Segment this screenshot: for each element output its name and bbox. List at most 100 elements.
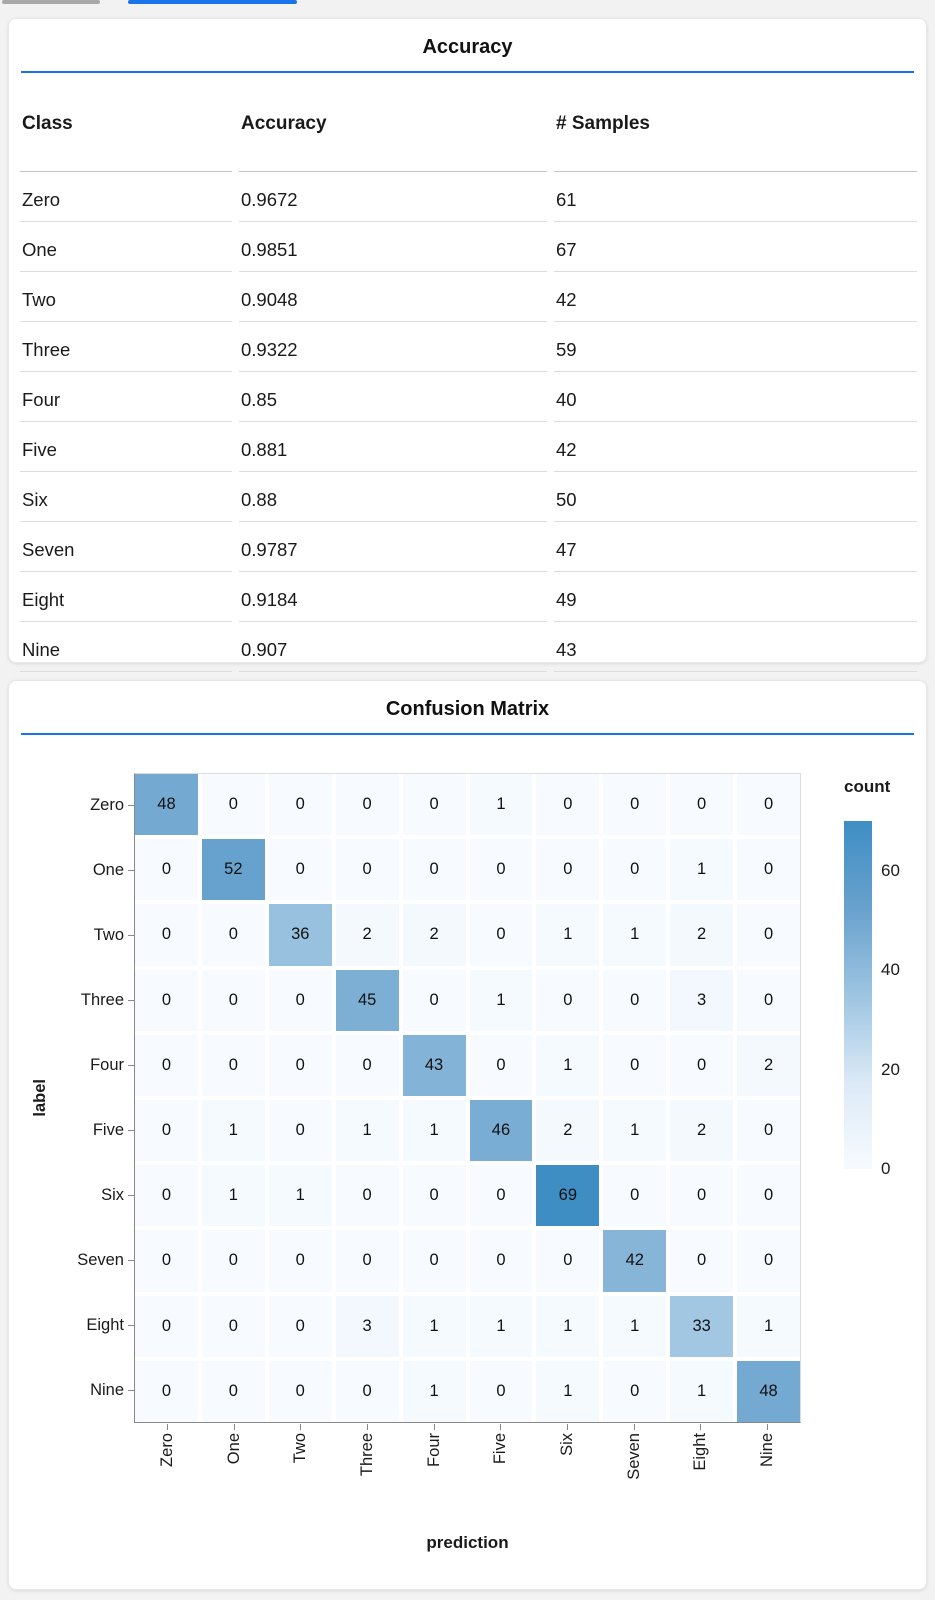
legend-tick-label: 60 (881, 860, 900, 880)
x-axis-item: One (201, 1424, 268, 1528)
confusion-matrix-card-title: Confusion Matrix (385, 698, 550, 720)
matrix-cell: 0 (603, 969, 667, 1031)
title-divider (21, 71, 914, 73)
matrix-cell: 48 (737, 1360, 800, 1422)
matrix-cell: 0 (268, 1100, 332, 1162)
y-tick-label: Seven (77, 1251, 124, 1269)
matrix-cell: 1 (536, 1360, 600, 1422)
matrix-cell: 0 (737, 1230, 800, 1292)
tick-mark (128, 1390, 134, 1391)
matrix-cell: 0 (268, 1034, 332, 1096)
x-axis-item: Four (401, 1424, 468, 1528)
matrix-cell: 0 (268, 839, 332, 901)
matrix-cell: 0 (135, 1360, 198, 1422)
matrix-cell: 1 (469, 1295, 533, 1357)
table-cell: 0.88 (239, 472, 547, 522)
matrix-cell: 45 (335, 969, 399, 1031)
matrix-cell: 0 (603, 774, 667, 836)
y-axis-item: Four (9, 1033, 134, 1098)
y-axis-item: Five (9, 1098, 134, 1163)
matrix-cell: 36 (268, 904, 332, 966)
table-cell: 61 (554, 172, 917, 222)
matrix-cell: 0 (536, 969, 600, 1031)
matrix-cell: 0 (135, 969, 198, 1031)
matrix-cell: 1 (536, 1295, 600, 1357)
matrix-cell: 0 (135, 1230, 198, 1292)
tab-indicator-active[interactable] (128, 0, 297, 4)
matrix-cell: 2 (335, 904, 399, 966)
matrix-cell: 1 (335, 1100, 399, 1162)
matrix-cell: 1 (201, 1100, 265, 1162)
matrix-cell: 1 (469, 969, 533, 1031)
table-cell: 0.9322 (239, 322, 547, 372)
table-row: One 0.9851 67 (20, 222, 917, 272)
x-axis-item: Six (534, 1424, 601, 1528)
matrix-cell: 0 (603, 1034, 667, 1096)
matrix-cell: 0 (670, 1230, 734, 1292)
matrix-cell: 0 (469, 839, 533, 901)
matrix-cell: 1 (603, 1100, 667, 1162)
table-cell: Zero (20, 172, 232, 222)
matrix-cell: 3 (335, 1295, 399, 1357)
table-cell: Four (20, 372, 232, 422)
accuracy-card: Accuracy Class Accuracy # Samples Zero 0.96… (8, 18, 927, 672)
table-cell: 0.881 (239, 422, 547, 472)
x-axis-item: Eight (668, 1424, 735, 1528)
title-divider (21, 733, 914, 735)
table-row: Nine 0.907 43 (20, 622, 917, 672)
x-axis-item: Nine (734, 1424, 801, 1528)
x-axis-item: Three (334, 1424, 401, 1528)
tick-mark (128, 1195, 134, 1196)
matrix-cell: 1 (268, 1165, 332, 1227)
matrix-cell: 2 (737, 1034, 800, 1096)
tick-mark (300, 1424, 302, 1430)
x-tick-label: Five (491, 1433, 510, 1465)
tick-mark (128, 1325, 134, 1326)
matrix-cell: 0 (469, 1165, 533, 1227)
column-header: Accuracy (239, 99, 547, 172)
column-header: Class (20, 99, 232, 172)
legend-title: count (844, 777, 891, 796)
y-tick-label: One (92, 861, 124, 879)
matrix-cell: 0 (201, 1034, 265, 1096)
matrix-cell: 2 (536, 1100, 600, 1162)
matrix-cell: 0 (268, 1360, 332, 1422)
tick-mark (233, 1424, 235, 1430)
column-header: # Samples (554, 99, 917, 172)
table-cell: Seven (20, 522, 232, 572)
matrix-cell: 0 (335, 1360, 399, 1422)
table-cell: 40 (554, 372, 917, 422)
legend-tick-label: 0 (881, 1159, 891, 1178)
tick-mark (128, 805, 134, 806)
y-axis-item: Seven (9, 1228, 134, 1293)
y-axis-item: Eight (9, 1293, 134, 1358)
matrix-cell: 42 (603, 1230, 667, 1292)
matrix-cell: 0 (201, 969, 265, 1031)
y-tick-label: Two (93, 926, 124, 944)
x-axis: Zero One Two Three Four Five Six Seven Eight Nine (134, 1424, 801, 1528)
y-tick-label: Three (80, 991, 124, 1009)
table-cell: 0.9787 (239, 522, 547, 572)
x-tick-label: Zero (157, 1433, 176, 1467)
x-axis-item: Seven (601, 1424, 668, 1528)
y-tick-label: Four (90, 1056, 124, 1074)
table-cell: One (20, 222, 232, 272)
table-cell: Two (20, 272, 232, 322)
matrix-cell: 0 (335, 1165, 399, 1227)
y-tick-label: Six (101, 1186, 124, 1204)
matrix-cell: 0 (737, 774, 800, 836)
table-cell: Five (20, 422, 232, 472)
table-row: Zero 0.9672 61 (20, 172, 917, 222)
matrix-cell: 0 (737, 1100, 800, 1162)
tab-indicator-inactive[interactable] (2, 0, 100, 4)
y-tick-label: Five (92, 1121, 124, 1139)
table-row: Two 0.9048 42 (20, 272, 917, 322)
legend-tick-label: 40 (881, 960, 900, 980)
matrix-cell: 0 (135, 839, 198, 901)
y-axis-item: Zero (9, 773, 134, 838)
matrix-cell: 69 (536, 1165, 600, 1227)
table-cell: 42 (554, 422, 917, 472)
tick-mark (433, 1424, 435, 1430)
matrix-cell: 0 (469, 1230, 533, 1292)
y-axis-item: Six (9, 1163, 134, 1228)
